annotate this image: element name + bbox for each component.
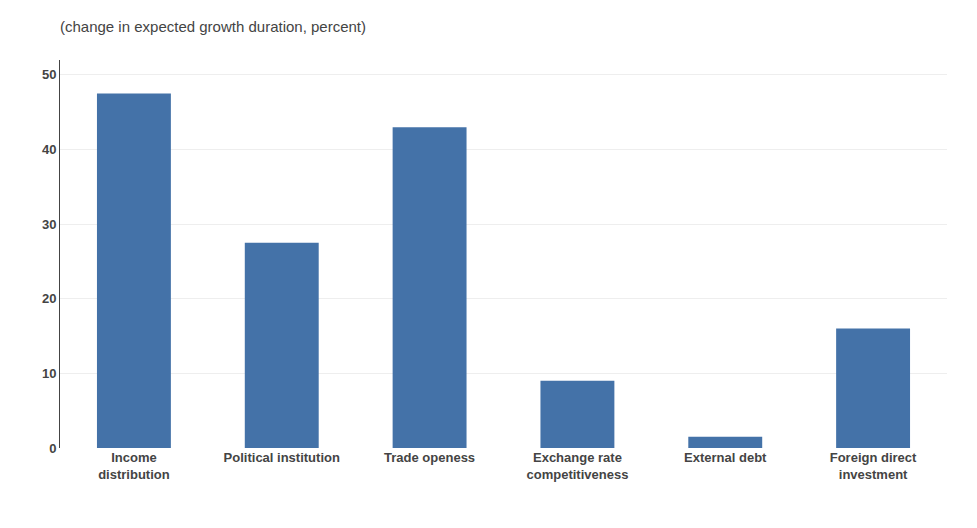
- svg-text:50: 50: [42, 67, 56, 82]
- svg-text:Trade openess: Trade openess: [384, 450, 475, 465]
- svg-text:30: 30: [42, 217, 56, 232]
- svg-text:20: 20: [42, 291, 56, 306]
- svg-text:(change in expected growth dur: (change in expected growth duration, per…: [60, 18, 366, 35]
- svg-text:Political institution: Political institution: [224, 450, 340, 465]
- svg-text:Foreign directinvestment: Foreign directinvestment: [830, 450, 917, 482]
- svg-text:40: 40: [42, 142, 56, 157]
- svg-text:Incomedistribution: Incomedistribution: [98, 450, 170, 482]
- svg-text:10: 10: [42, 366, 56, 381]
- svg-text:0: 0: [49, 441, 56, 456]
- svg-text:Exchange ratecompetitiveness: Exchange ratecompetitiveness: [526, 450, 628, 482]
- svg-text:External debt: External debt: [684, 450, 767, 465]
